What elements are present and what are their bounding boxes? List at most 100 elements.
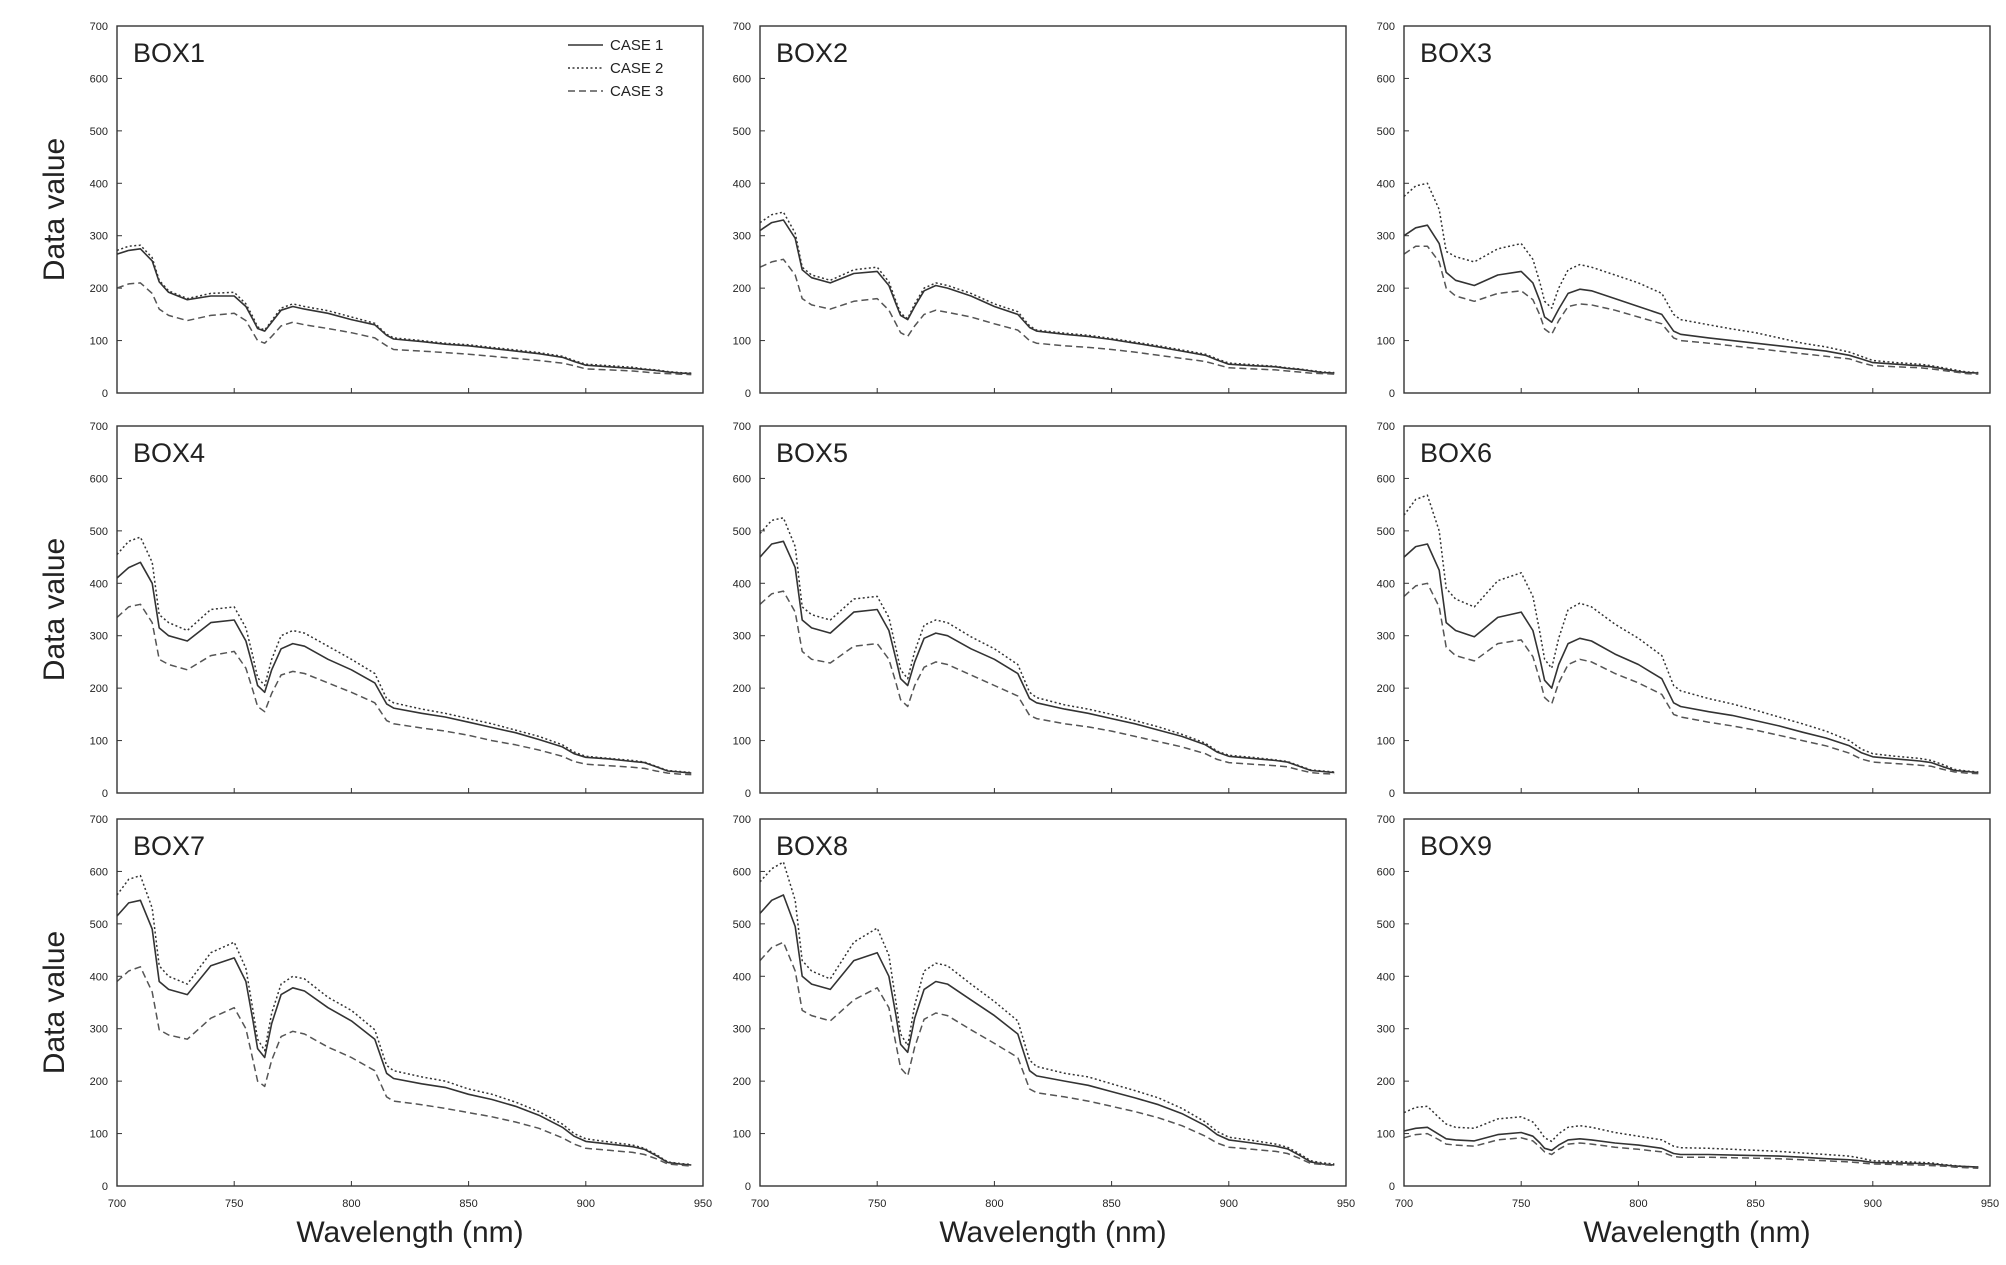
y-tick-label: 100	[733, 1129, 751, 1141]
y-tick-label: 700	[1377, 814, 1395, 826]
series-line-case-2	[1403, 494, 1979, 773]
series-line-case-3	[116, 966, 692, 1167]
panel-title: BOX3	[1420, 38, 1492, 68]
panel-box5: 0 100 200 300 400 500 600 700 BOX5	[733, 421, 1347, 800]
plot-frame	[759, 425, 1347, 794]
y-tick-label: 500	[90, 526, 108, 538]
y-tick-label: 100	[1377, 1129, 1395, 1141]
x-tick-label: 800	[1629, 1198, 1647, 1210]
y-tick-label: 400	[1377, 971, 1395, 983]
panel-box4: 0 100 200 300 400 500 600 700 BOX4 Data value	[38, 421, 704, 800]
y-tick-label: 100	[1377, 336, 1395, 348]
y-tick-label: 700	[1377, 21, 1395, 33]
panel-title: BOX2	[776, 38, 848, 68]
plot-frame	[116, 425, 704, 794]
y-tick-label: 600	[733, 866, 751, 878]
y-tick-label: 100	[1377, 736, 1395, 748]
y-tick-label: 500	[90, 919, 108, 931]
panel-title: BOX8	[776, 831, 848, 861]
series-line-case-2	[759, 861, 1335, 1165]
plot-frame	[1403, 25, 1991, 394]
y-tick-label: 100	[90, 1129, 108, 1141]
panel-title: BOX4	[133, 438, 205, 468]
series-line-case-2	[1403, 1105, 1979, 1168]
y-tick-label: 200	[90, 683, 108, 695]
y-tick-label: 0	[102, 1181, 108, 1193]
panel-title: BOX6	[1420, 438, 1492, 468]
x-axis-label: Wavelength (nm)	[296, 1216, 523, 1249]
plot-frame	[116, 25, 704, 394]
y-tick-label: 300	[1377, 1024, 1395, 1036]
legend-label-case-2: CASE 2	[610, 60, 663, 77]
series-line-case-2	[116, 244, 692, 374]
x-tick-label: 700	[1395, 1198, 1413, 1210]
series-line-case-3	[1403, 245, 1979, 375]
y-tick-label: 700	[1377, 421, 1395, 433]
panel-box2: 0 100 200 300 400 500 600 700 BOX2	[733, 21, 1347, 400]
panel-box7: 0 100 200 300 400 500 600 700 700 750 800 850 900 950…	[38, 814, 712, 1249]
y-tick-label: 600	[1377, 866, 1395, 878]
y-tick-label: 400	[733, 578, 751, 590]
y-tick-label: 400	[733, 971, 751, 983]
x-tick-label: 750	[1512, 1198, 1530, 1210]
x-tick-label: 700	[108, 1198, 126, 1210]
y-tick-label: 200	[733, 1076, 751, 1088]
series-line-case-1	[759, 540, 1335, 774]
y-tick-label: 400	[733, 178, 751, 190]
y-tick-label: 0	[102, 788, 108, 800]
legend: CASE 1 CASE 2 CASE 3	[568, 37, 663, 100]
y-tick-label: 200	[1377, 1076, 1395, 1088]
legend-label-case-3: CASE 3	[610, 83, 663, 100]
series-line-case-2	[116, 874, 692, 1166]
y-tick-label: 300	[90, 1024, 108, 1036]
x-tick-label: 750	[225, 1198, 243, 1210]
series-line-case-2	[116, 536, 692, 774]
y-tick-label: 600	[90, 73, 108, 85]
x-tick-label: 950	[1981, 1198, 1999, 1210]
y-tick-label: 200	[1377, 683, 1395, 695]
y-tick-label: 600	[733, 473, 751, 485]
x-axis-label: Wavelength (nm)	[1583, 1216, 1810, 1249]
panel-title: BOX7	[133, 831, 205, 861]
x-tick-label: 900	[577, 1198, 595, 1210]
series-line-case-2	[1403, 182, 1979, 374]
y-tick-label: 400	[1377, 578, 1395, 590]
y-tick-label: 100	[733, 336, 751, 348]
y-tick-label: 300	[733, 231, 751, 243]
panel-box9: 0 100 200 300 400 500 600 700 700 750 800 850 900 950…	[1377, 814, 2000, 1249]
y-tick-label: 0	[1389, 1181, 1395, 1193]
y-tick-label: 600	[1377, 73, 1395, 85]
y-tick-label: 500	[90, 126, 108, 138]
y-tick-label: 400	[90, 971, 108, 983]
series-line-case-2	[759, 211, 1335, 374]
y-tick-label: 500	[733, 126, 751, 138]
y-tick-label: 500	[1377, 919, 1395, 931]
y-tick-label: 300	[90, 231, 108, 243]
y-tick-label: 400	[90, 578, 108, 590]
y-tick-label: 600	[733, 73, 751, 85]
y-tick-label: 600	[90, 866, 108, 878]
series-line-case-3	[116, 282, 692, 376]
series-line-case-3	[1403, 582, 1979, 775]
series-line-case-1	[116, 248, 692, 375]
x-tick-label: 800	[342, 1198, 360, 1210]
series-line-case-2	[759, 517, 1335, 773]
x-tick-label: 750	[868, 1198, 886, 1210]
y-tick-label: 700	[733, 21, 751, 33]
y-tick-label: 0	[102, 388, 108, 400]
series-line-case-1	[116, 561, 692, 774]
plot-frame	[759, 818, 1347, 1187]
plot-frame	[1403, 818, 1991, 1187]
y-axis-label: Data value	[38, 931, 71, 1074]
y-tick-label: 200	[1377, 283, 1395, 295]
y-tick-label: 0	[745, 388, 751, 400]
panel-title: BOX9	[1420, 831, 1492, 861]
series-line-case-3	[759, 258, 1335, 375]
x-tick-label: 900	[1220, 1198, 1238, 1210]
x-tick-label: 850	[1102, 1198, 1120, 1210]
y-tick-label: 200	[733, 683, 751, 695]
panel-title: BOX1	[133, 38, 205, 68]
y-tick-label: 600	[1377, 473, 1395, 485]
x-tick-label: 800	[985, 1198, 1003, 1210]
y-tick-label: 400	[1377, 178, 1395, 190]
